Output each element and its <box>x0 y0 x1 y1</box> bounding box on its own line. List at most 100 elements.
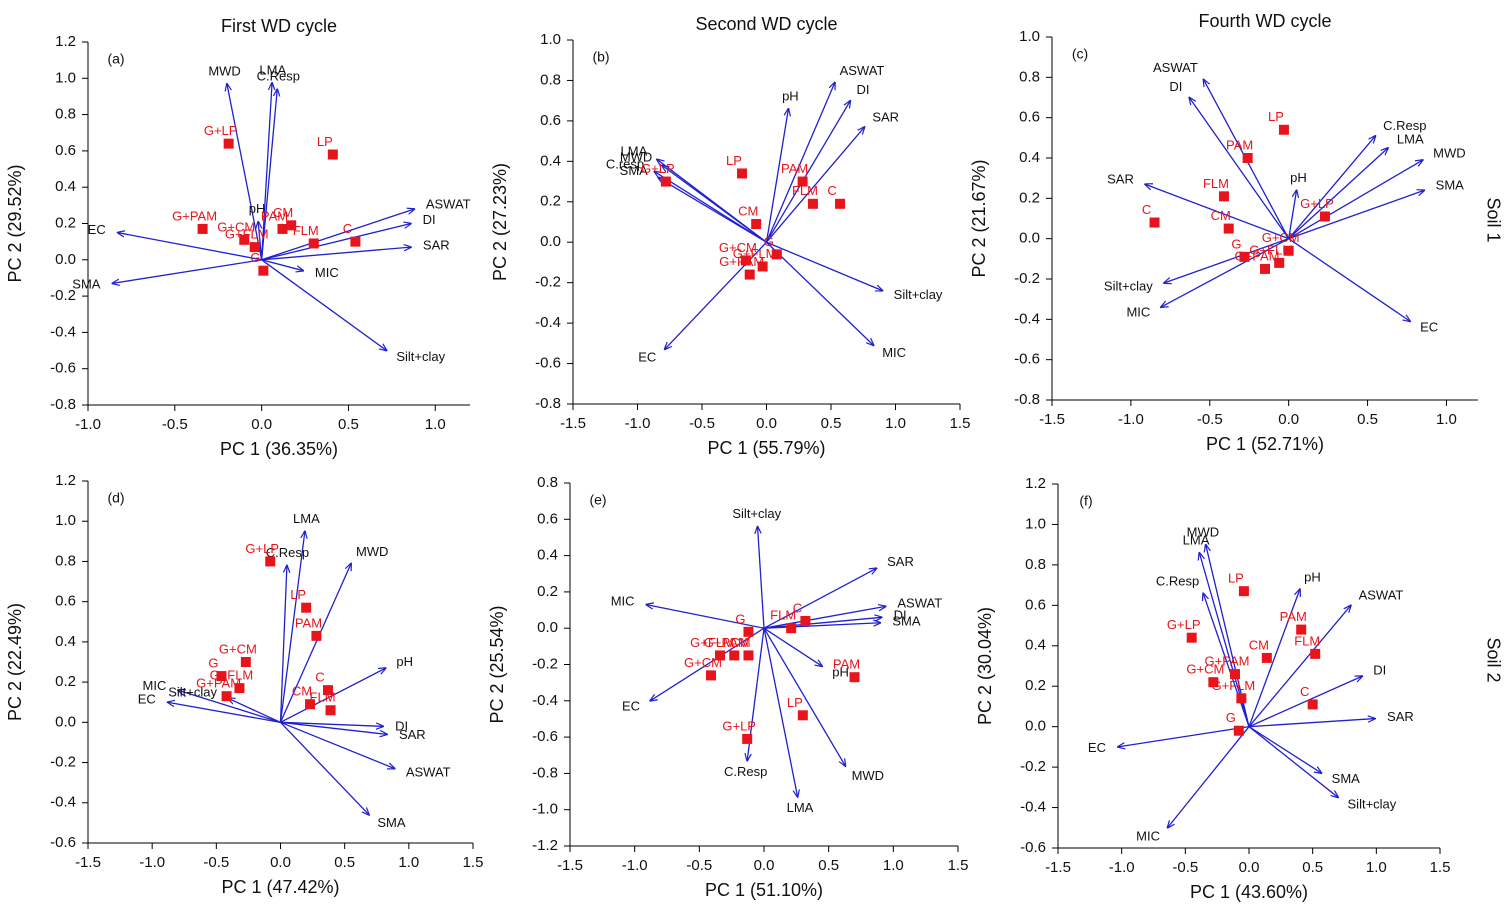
score-point <box>835 198 846 209</box>
y-tick-label: 1.0 <box>1025 515 1046 532</box>
loading-label: SAR <box>1107 171 1134 186</box>
loading-vector <box>766 127 865 243</box>
y-tick-label: 0.0 <box>1019 230 1040 247</box>
loading-label: MWD <box>208 63 241 78</box>
score-label: G+CM <box>719 240 757 255</box>
loading-vector <box>260 83 272 260</box>
loading-vector <box>1288 190 1425 240</box>
y-tick-label: 0.4 <box>55 178 76 195</box>
loading-label: LMA <box>621 144 648 159</box>
score-label: LP <box>317 134 333 149</box>
loading-label: LMA <box>1183 533 1210 548</box>
loading-label: EC <box>88 222 106 237</box>
score-point <box>305 699 316 710</box>
loading-label: SAR <box>399 727 426 742</box>
score-label: G <box>735 611 745 626</box>
score-point <box>1233 725 1244 736</box>
y-tick-label: 0.2 <box>1019 189 1040 206</box>
score-label: CM <box>738 203 758 218</box>
score-point <box>1149 217 1160 228</box>
score-point <box>740 255 751 266</box>
score-point <box>350 236 361 247</box>
score-point <box>234 683 245 694</box>
y-tick-label: -0.6 <box>532 728 558 745</box>
score-label: LP <box>726 153 742 168</box>
y-tick-label: 0.2 <box>540 193 561 210</box>
panel-title: First WD cycle <box>221 16 337 36</box>
y-tick-label: 0.0 <box>537 619 558 636</box>
score-point <box>807 198 818 209</box>
x-tick-label: 0.0 <box>270 854 291 871</box>
loading-label: EC <box>138 692 156 707</box>
loading-vector <box>261 259 304 271</box>
y-tick-label: 0.6 <box>537 510 558 527</box>
score-label: CM <box>1211 208 1231 223</box>
loading-vector <box>280 668 386 723</box>
score-point <box>308 238 319 249</box>
score-point <box>797 710 808 721</box>
score-point <box>286 220 297 231</box>
loading-label: C.resp <box>606 156 644 171</box>
loading-vector <box>1161 238 1289 308</box>
score-point <box>223 138 234 149</box>
loading-vector <box>1248 726 1338 798</box>
loading-vector <box>280 721 384 726</box>
loading-label: SMA <box>1332 771 1361 786</box>
loading-label: C.Resp <box>724 764 767 779</box>
score-label: G+FLM <box>1212 678 1256 693</box>
y-tick-label: 1.0 <box>1019 28 1040 45</box>
score-point <box>800 615 811 626</box>
loading-label: MIC <box>315 265 339 280</box>
y-tick-label: -0.2 <box>535 274 561 291</box>
score-point <box>660 176 671 187</box>
panel-label: (b) <box>592 49 609 65</box>
score-label: PAM <box>833 657 860 672</box>
y-axis-label: PC 2 (21.67%) <box>969 159 989 277</box>
x-tick-label: -1.5 <box>1039 411 1065 428</box>
loading-label: C.Resp <box>1156 573 1199 588</box>
y-tick-label: -0.6 <box>50 360 76 377</box>
y-tick-label: 0.6 <box>540 112 561 129</box>
x-tick-label: 0.0 <box>251 416 272 433</box>
loading-label: SMA <box>620 163 649 178</box>
score-point <box>1260 263 1270 274</box>
x-tick-label: -1.0 <box>1118 411 1144 428</box>
y-tick-label: 0.6 <box>55 593 76 610</box>
x-axis-label: PC 1 (36.35%) <box>220 439 338 459</box>
score-point <box>1242 153 1253 163</box>
score-point <box>1223 223 1234 234</box>
y-tick-label: 0.4 <box>55 633 76 650</box>
score-label: G+PAM <box>719 254 764 269</box>
x-axis-label: PC 1 (47.42%) <box>221 877 339 897</box>
score-point <box>1238 586 1249 597</box>
y-tick-label: 0.0 <box>55 713 76 730</box>
loading-label: SMA <box>72 277 101 292</box>
score-point <box>1307 699 1318 710</box>
score-label: G+CM <box>217 219 255 234</box>
score-label: LP <box>1228 571 1244 586</box>
x-tick-label: 0.0 <box>754 857 775 874</box>
score-label: G+FLM <box>690 635 734 650</box>
score-point <box>1283 245 1294 256</box>
loading-vector <box>765 109 789 243</box>
x-tick-label: -1.0 <box>1109 859 1135 876</box>
loading-label: MIC <box>882 345 906 360</box>
loading-label: Silt+clay <box>168 685 217 700</box>
x-tick-label: 1.0 <box>425 416 446 433</box>
loading-label: Silt+clay <box>1104 278 1153 293</box>
score-point <box>742 733 753 744</box>
score-point <box>197 223 208 234</box>
score-point <box>744 269 755 280</box>
score-label: G+PAM <box>196 676 241 691</box>
panel-label: (d) <box>107 490 124 506</box>
score-label: G <box>250 250 260 265</box>
score-label: G+LP <box>1300 196 1334 211</box>
x-tick-label: 0.0 <box>1239 859 1260 876</box>
loading-vector <box>763 617 882 629</box>
loading-vector <box>280 721 370 815</box>
y-tick-label: -0.6 <box>535 355 561 372</box>
x-tick-label: -1.0 <box>622 857 648 874</box>
loading-vector <box>261 224 411 261</box>
score-point <box>736 168 747 179</box>
